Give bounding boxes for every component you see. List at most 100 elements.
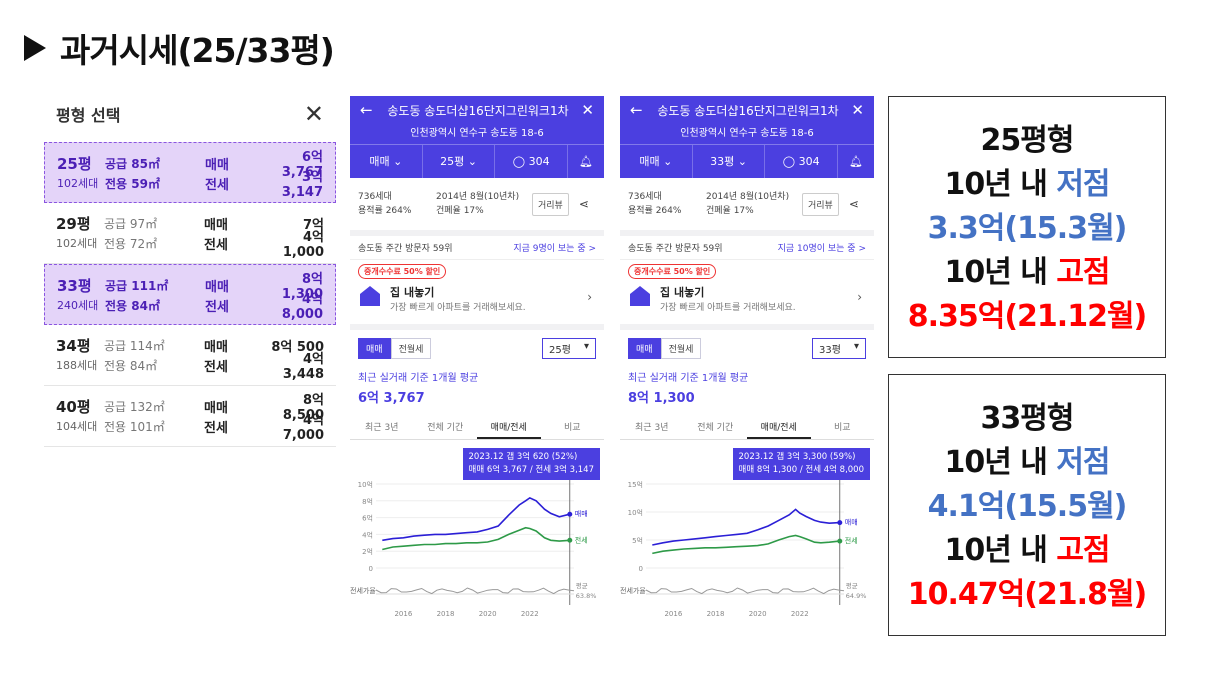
size-dropdown[interactable]: 33평 ▾ — [812, 338, 866, 359]
y-tick-label: 4억 — [362, 531, 373, 539]
chart-tooltip: 2023.12 갭 3억 620 (52%) 매매 6억 3,767 / 전세 3… — [462, 448, 600, 480]
chevron-down-icon: ⌄ — [464, 155, 477, 168]
back-arrow-icon[interactable]: ← — [630, 101, 643, 119]
pyeong-label: 29평 — [56, 214, 91, 233]
ratio-average-label: 평균 — [576, 581, 588, 590]
x-tick-label: 2022 — [791, 610, 809, 618]
close-icon[interactable]: ✕ — [303, 100, 324, 128]
size-dropdown-value: 25평 — [549, 345, 571, 356]
comments-button[interactable]: ◯ 304 — [765, 145, 839, 178]
tab-sale[interactable]: 매매 — [628, 338, 661, 359]
period-tab[interactable]: 최근 3년 — [365, 423, 399, 433]
households: 104세대 — [56, 420, 98, 433]
high-value: 10.47억(21.8월) — [907, 577, 1148, 612]
avg-label: 최근 실거래 기준 1개월 평균 — [628, 373, 749, 384]
back-arrow-icon[interactable]: ← — [360, 101, 373, 119]
tab-jeonse[interactable]: 전월세 — [660, 338, 702, 359]
jeonse-end-point — [837, 538, 843, 544]
tab-jeonse[interactable]: 전월세 — [390, 338, 432, 359]
sale-label: 매매 — [204, 339, 228, 355]
close-icon[interactable]: ✕ — [851, 101, 864, 119]
banner-title: 집 내놓기 — [660, 286, 705, 299]
low-prefix: 10년 내 — [944, 445, 1057, 480]
households: 102세대 — [56, 237, 98, 250]
sale-price: 8억 500 — [271, 339, 324, 355]
x-tick-label: 2020 — [479, 610, 497, 618]
share-icon[interactable]: ⋖ — [848, 197, 859, 211]
period-tab[interactable]: 비교 — [833, 423, 851, 433]
tooltip-gap: 2023.12 갭 3억 620 (52%) — [468, 452, 578, 462]
x-tick-label: 2018 — [437, 610, 455, 618]
trade-type-label: 매매 — [639, 155, 660, 168]
tab-sale[interactable]: 매매 — [358, 338, 391, 359]
size-row[interactable]: 25평 공급 85㎡ 매매 6억 3,767 102세대 전용 59㎡ 전세 3억 3,147 — [44, 142, 336, 203]
y-tick-label: 15억 — [628, 481, 643, 489]
size-select[interactable]: 33평 ⌄ — [693, 145, 766, 178]
period-tab[interactable]: 최근 3년 — [635, 423, 669, 433]
viewers-link[interactable]: 지금 10명이 보는 중 > — [777, 244, 866, 254]
sale-label: 매매 — [204, 217, 228, 233]
period-tab[interactable]: 비교 — [563, 423, 581, 433]
jeonse-label: 전세 — [204, 420, 228, 436]
street-view-button[interactable]: 거리뷰 — [802, 192, 839, 216]
discount-badge: 중개수수료 50% 할인 — [628, 264, 717, 279]
notification-bell-icon[interactable]: 🔔︎ — [579, 155, 593, 168]
sell-home-banner[interactable]: 중개수수료 50% 할인 집 내놓기 가장 빠르게 아파트를 거래해보세요. › — [620, 260, 874, 330]
size-row[interactable]: 40평 공급 132㎡ 매매 8억 8,500 104세대 전용 101㎡ 전세 4억 7,0… — [44, 386, 336, 447]
x-tick-label: 2022 — [521, 610, 539, 618]
sale-price: 6억 3,767 — [281, 150, 323, 180]
size-row[interactable]: 33평 공급 111㎡ 매매 8억 1,300 240세대 전용 84㎡ 전세 4억 8,00… — [44, 264, 336, 325]
slide-title: 과거시세(25/33평) — [24, 24, 335, 72]
visitor-rank: 송도동 주간 방문자 59위 — [358, 244, 453, 254]
jeonse-label: 전세 — [205, 177, 229, 193]
supply-area: 공급 132㎡ — [104, 399, 165, 414]
floor-area-ratio: 용적률 264% — [628, 206, 682, 216]
sale-series-line — [652, 508, 840, 546]
y-tick-label: 8억 — [362, 498, 373, 506]
comments-button[interactable]: ◯ 304 — [495, 145, 569, 178]
period-tab[interactable]: 매매/전세 — [477, 416, 541, 439]
jeonse-end-point — [567, 537, 573, 543]
building-coverage: 건폐율 17% — [706, 206, 754, 216]
avg-label: 최근 실거래 기준 1개월 평균 — [358, 373, 479, 384]
exclusive-area: 전용 101㎡ — [104, 419, 165, 434]
size-dropdown[interactable]: 25평 ▾ — [542, 338, 596, 359]
summary-heading: 33평형 — [980, 401, 1075, 436]
size-dropdown-value: 33평 — [819, 345, 841, 356]
households: 736세대 — [628, 192, 662, 202]
chevron-down-icon: ⌄ — [659, 155, 673, 168]
period-tab[interactable]: 전체 기간 — [427, 423, 464, 433]
notification-bell-icon[interactable]: 🔔︎ — [849, 155, 863, 168]
close-icon[interactable]: ✕ — [581, 101, 594, 119]
tooltip-prices: 매매 6억 3,767 / 전세 3억 3,147 — [468, 465, 594, 475]
street-view-button[interactable]: 거리뷰 — [532, 192, 569, 216]
built-date: 2014년 8월(10년차) — [706, 192, 790, 202]
period-tab[interactable]: 전체 기간 — [697, 423, 734, 433]
period-tab[interactable]: 매매/전세 — [747, 416, 811, 439]
size-select[interactable]: 25평 ⌄ — [423, 145, 496, 178]
size-select-label: 33평 — [710, 155, 735, 168]
sale-series-line — [382, 496, 570, 542]
size-row[interactable]: 34평 공급 114㎡ 매매 8억 500 188세대 전용 84㎡ 전세 4억 3,448 — [44, 325, 336, 386]
ratio-value: 64.9% — [846, 592, 867, 600]
y-tick-label: 10억 — [358, 481, 373, 489]
trade-type-select[interactable]: 매매 ⌄ — [350, 145, 423, 178]
size-row[interactable]: 29평 공급 97㎡ 매매 7억 102세대 전용 72㎡ 전세 4억 1,000 — [44, 203, 336, 264]
households: 102세대 — [57, 177, 99, 190]
share-icon[interactable]: ⋖ — [578, 197, 589, 211]
address: 인천광역시 연수구 송도동 18-6 — [410, 128, 544, 139]
tooltip-prices: 매매 8억 1,300 / 전세 4억 8,000 — [738, 465, 864, 475]
trade-type-select[interactable]: 매매 ⌄ — [620, 145, 693, 178]
sell-home-banner[interactable]: 중개수수료 50% 할인 집 내놓기 가장 빠르게 아파트를 거래해보세요. › — [350, 260, 604, 330]
jeonse-label: 전세 — [204, 237, 228, 253]
banner-subtitle: 가장 빠르게 아파트를 거래해보세요. — [660, 303, 796, 313]
high-word: 고점 — [1056, 255, 1110, 290]
size-select-label: 25평 — [440, 155, 465, 168]
house-icon — [630, 286, 650, 306]
viewers-link[interactable]: 지금 9명이 보는 중 > — [513, 244, 596, 254]
x-tick-label: 2020 — [749, 610, 767, 618]
low-prefix: 10년 내 — [944, 167, 1057, 202]
households: 736세대 — [358, 192, 392, 202]
